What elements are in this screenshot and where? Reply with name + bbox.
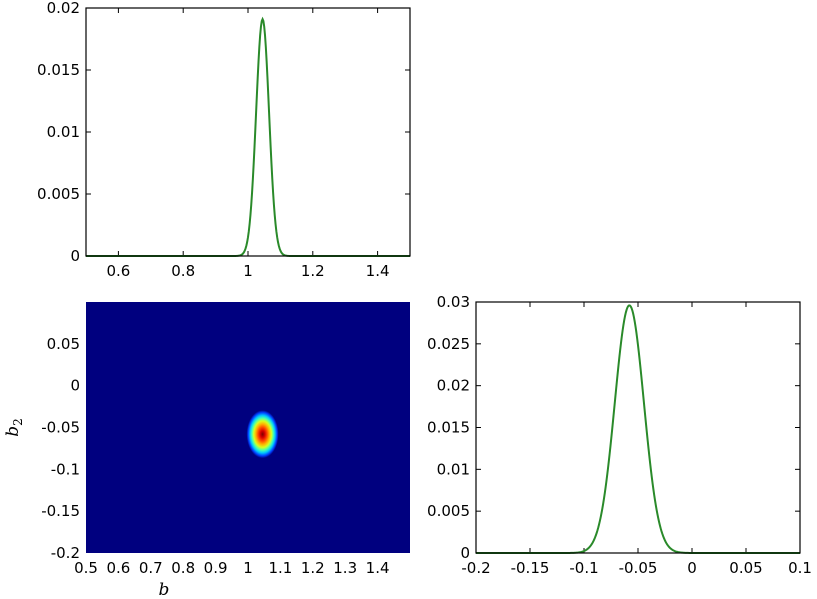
heatmap-x-tick-label: 1.1 xyxy=(268,559,292,577)
b2-marginal-x-tick-label: 0.1 xyxy=(788,559,812,577)
b2-marginal-y-tick-label: 0.02 xyxy=(437,377,470,395)
b-marginal-x-tick-label: 0.6 xyxy=(106,262,130,280)
b-marginal-y-tick-label: 0.02 xyxy=(47,0,80,17)
heatmap-y-tick-label: 0 xyxy=(70,377,80,395)
b2-marginal-y-tick-label: 0.015 xyxy=(427,419,470,437)
b-marginal-density-line xyxy=(86,16,410,257)
b2-marginal-x-tick-label: -0.2 xyxy=(461,559,490,577)
b-marginal-x-tick-label: 1.2 xyxy=(301,262,325,280)
b-marginal-x-tick-label: 1.4 xyxy=(366,262,390,280)
heatmap-x-tick-label: 0.6 xyxy=(106,559,130,577)
b2-marginal-y-tick-label: 0.005 xyxy=(427,502,470,520)
heatmap-x-tick-label: 1 xyxy=(243,559,253,577)
b2-marginal-x-tick-label: -0.15 xyxy=(511,559,550,577)
b2-marginal-y-tick-label: 0.01 xyxy=(437,460,470,478)
b-marginal-x-tick-label: 0.8 xyxy=(171,262,195,280)
heatmap-x-tick-label: 0.5 xyxy=(74,559,98,577)
heatmap-y-tick-label: 0.05 xyxy=(47,335,80,353)
heatmap-y-tick-label: -0.05 xyxy=(41,419,80,437)
b2-marginal-x-tick-label: 0.05 xyxy=(729,559,762,577)
b2-marginal-frame xyxy=(475,301,801,554)
b-marginal-y-tick-label: 0.005 xyxy=(37,185,80,203)
b2-marginal-density-line xyxy=(476,304,800,554)
heatmap-x-tick-label: 0.8 xyxy=(171,559,195,577)
b2-marginal-y-tick-label: 0.025 xyxy=(427,335,470,353)
panel-b-marginal: 0.6 0.8 1 1.2 1.4 0 0.005 0.01 0.015 0.02 xyxy=(37,0,411,280)
heatmap-x-tick-label: 1.3 xyxy=(333,559,357,577)
heatmap-x-axis-title: b xyxy=(159,580,170,599)
b-marginal-x-tick-label: 1 xyxy=(243,262,253,280)
heatmap-x-tick-label: 1.2 xyxy=(301,559,325,577)
heatmap-x-tick-label: 0.7 xyxy=(139,559,163,577)
b-marginal-frame xyxy=(85,7,411,257)
b2-marginal-x-tick-label: -0.1 xyxy=(569,559,598,577)
b-marginal-y-tick-label: 0 xyxy=(70,247,80,265)
heatmap-y-tick-label: -0.2 xyxy=(51,544,80,562)
b2-marginal-y-tick-label: 0.03 xyxy=(437,293,470,311)
heatmap-y-axis-title: b2 xyxy=(3,418,25,437)
heatmap-y-tick-label: -0.15 xyxy=(41,502,80,520)
heatmap-x-tick-label: 0.9 xyxy=(204,559,228,577)
heatmap-y-tick-label: -0.1 xyxy=(51,460,80,478)
heatmap-x-tick-label: 1.4 xyxy=(366,559,390,577)
heatmap-peak-blob xyxy=(246,410,279,459)
panel-joint-heatmap: 0.5 0.6 0.7 0.8 0.9 1 1.1 1.2 1.3 1.4 -0.2 -0.15 -0.… xyxy=(3,302,410,599)
panel-b2-marginal: -0.2 -0.15 -0.1 -0.05 0 0.05 0.1 0 0.005 0.01 0.01… xyxy=(427,293,812,577)
b-marginal-y-tick-label: 0.01 xyxy=(47,123,80,141)
b2-marginal-y-tick-label: 0 xyxy=(460,544,470,562)
b2-marginal-x-tick-label: -0.05 xyxy=(619,559,658,577)
b-marginal-y-tick-label: 0.015 xyxy=(37,61,80,79)
b2-marginal-x-tick-label: 0 xyxy=(687,559,697,577)
